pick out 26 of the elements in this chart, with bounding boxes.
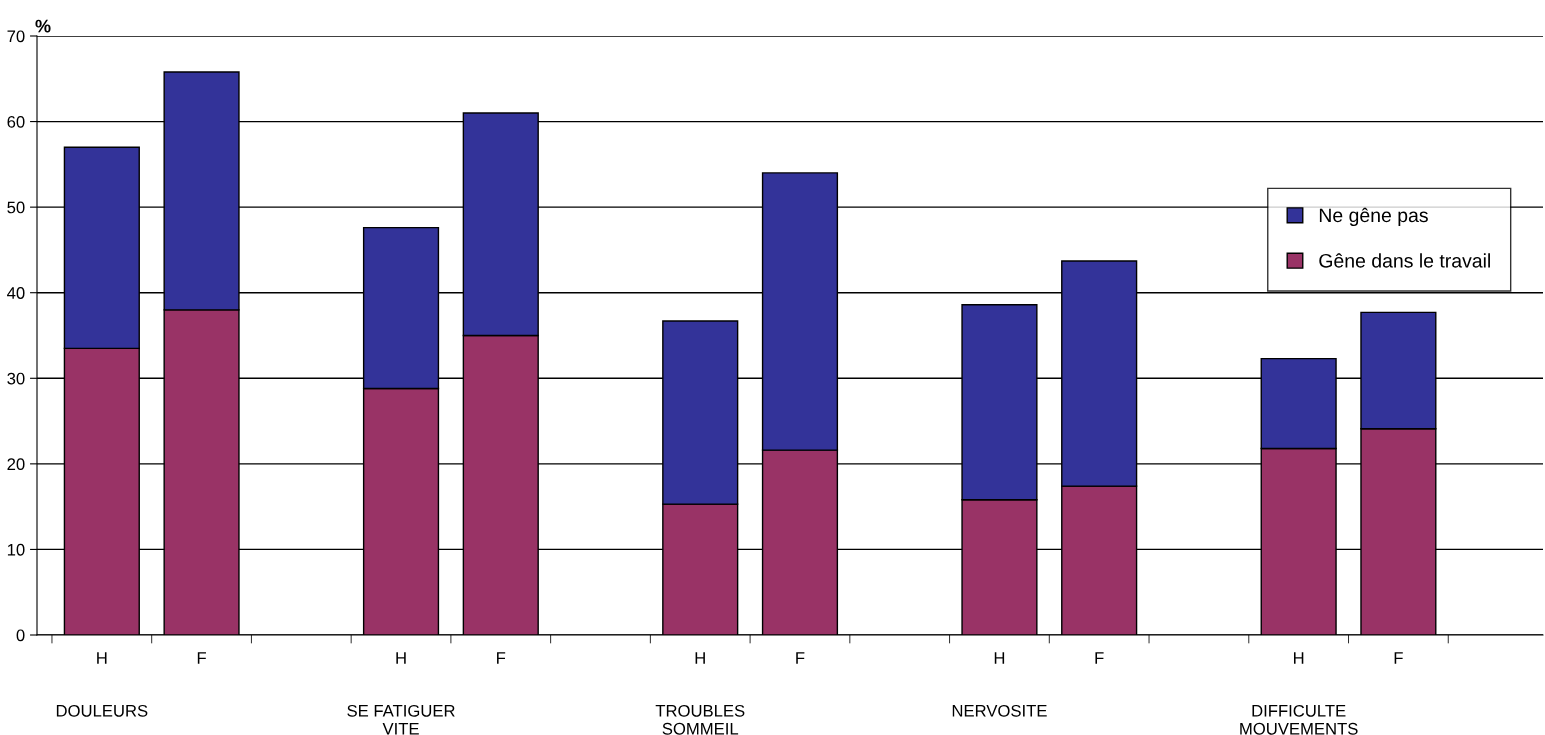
y-tick-label: 50 (7, 201, 25, 214)
y-tick-label: 60 (7, 115, 25, 128)
text: DIFFICULTE MOUVEMENTS (1240, 704, 1358, 735)
x-tick-label: H (994, 652, 1005, 664)
x-tick-label: H (97, 652, 107, 664)
x-tick-label: F (796, 652, 805, 664)
x-tick-label: F (197, 652, 206, 664)
x-tick-label: H (396, 652, 406, 664)
text: NERVOSITE (952, 704, 1047, 717)
legend-label: Gêne dans le travail (1319, 253, 1490, 268)
legend-label: Ne gêne pas (1319, 207, 1428, 227)
text: SE FATIGUER VITE (347, 704, 455, 735)
y-axis-title: % (35, 19, 51, 33)
text: DOULEURS (56, 704, 148, 717)
y-tick-label: 30 (7, 372, 25, 385)
y-tick-label: 40 (7, 287, 25, 299)
text: TROUBLES SOMMEIL (655, 704, 745, 735)
y-tick-label: 70 (7, 30, 25, 43)
x-tick-label: F (1394, 652, 1403, 664)
y-tick-label: 20 (7, 458, 25, 471)
x-tick-label: H (1294, 652, 1304, 664)
x-tick-label: H (695, 652, 705, 664)
y-tick-label: 10 (7, 543, 25, 556)
x-tick-label: F (1095, 652, 1104, 664)
x-tick-label: F (497, 652, 506, 664)
y-tick-label: 0 (16, 629, 25, 642)
